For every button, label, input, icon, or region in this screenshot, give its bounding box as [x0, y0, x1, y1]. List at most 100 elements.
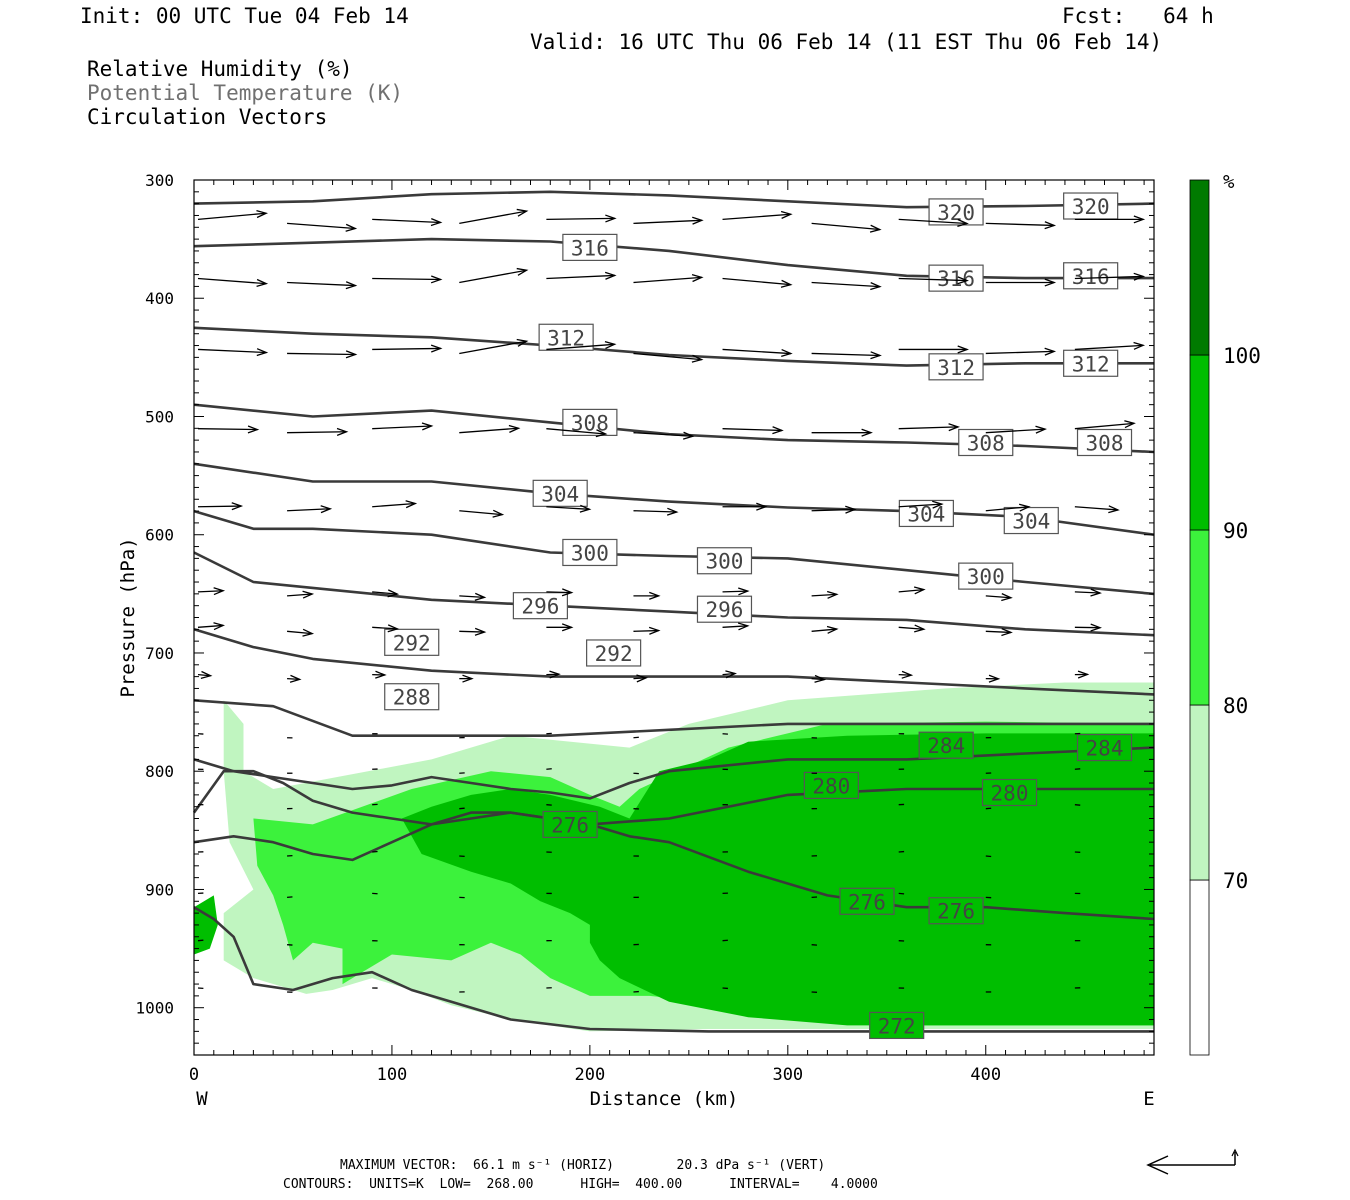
vector-shaft [722, 590, 748, 593]
vector-head [387, 624, 400, 633]
vector-head [579, 504, 592, 513]
vector-shaft [459, 595, 485, 599]
field-rh-label: Relative Humidity (%) [87, 57, 353, 81]
vector-head [861, 428, 873, 437]
theta-label-276: 276 [937, 900, 975, 924]
circulation-vector [372, 218, 443, 227]
theta-contour-288 [193, 699, 1154, 738]
x-tick-label: 200 [575, 1065, 606, 1085]
theta-label-box [928, 897, 984, 925]
vector-head [826, 590, 839, 599]
vector-head [869, 224, 882, 233]
vector-head [605, 214, 617, 223]
theta-contour-272 [193, 906, 1154, 1033]
vector-head [1001, 593, 1013, 602]
circulation-vector [985, 593, 1013, 602]
colorbar-band [1189, 529, 1210, 706]
vector-shaft [811, 508, 855, 512]
vector-shaft [197, 428, 258, 431]
vector-head [320, 505, 333, 514]
circulation-vector [287, 222, 358, 232]
vector-shaft [633, 510, 677, 513]
vector-head [1133, 341, 1146, 350]
theta-label-box [512, 592, 568, 620]
vector-shaft [197, 277, 267, 285]
circulation-vector [811, 222, 882, 233]
y-tick-label: 800 [145, 762, 174, 781]
circulation-vector [546, 428, 608, 438]
vector-head [492, 509, 505, 518]
circulation-vector [372, 422, 434, 431]
east-label: E [1143, 1088, 1154, 1110]
vector-shaft [1074, 591, 1101, 594]
vector-shaft [546, 506, 590, 510]
vector-shaft [287, 281, 356, 287]
circulation-vector [197, 622, 226, 631]
circulation-vector [898, 624, 926, 633]
vector-head [302, 590, 315, 599]
theta-label-316: 316 [937, 267, 975, 291]
theta-label-box [803, 771, 859, 800]
west-label: W [196, 1088, 208, 1110]
theta-label-292: 292 [393, 631, 431, 655]
vector-head [756, 502, 768, 511]
circulation-vector [287, 350, 358, 359]
vector-shaft [722, 625, 748, 628]
vector-head [405, 500, 418, 509]
rh-shading-layer [194, 682, 1154, 1055]
vector-head [691, 354, 704, 363]
circulation-vector [633, 591, 661, 600]
vector-shaft [811, 593, 837, 597]
vector-shaft [197, 505, 242, 508]
circulation-vector [811, 625, 839, 634]
vector-head [1090, 588, 1102, 597]
vector-shaft [811, 677, 825, 681]
theta-label-box [562, 538, 618, 567]
theta-label-box [918, 731, 974, 759]
vector-head [870, 282, 882, 291]
theta-label-312: 312 [547, 326, 585, 350]
vector-head [772, 426, 784, 435]
vector-head [1124, 420, 1136, 429]
axes-layer: 300 400 500 600 700 800 900 1000 0 100 200 300 400 W E… [117, 171, 1155, 1110]
vector-shaft [898, 626, 924, 630]
colorbar-band [1189, 879, 1210, 1056]
circulation-vector [372, 624, 400, 633]
vector-head [387, 589, 400, 598]
circulation-vector [985, 278, 1057, 287]
vector-shaft [287, 508, 331, 512]
circulation-vector [1074, 588, 1102, 597]
vector-head [256, 210, 269, 219]
circulation-vector [811, 590, 839, 599]
theta-label-320: 320 [1072, 195, 1110, 219]
theta-label-box [542, 810, 598, 839]
theta-label-box [1063, 262, 1119, 290]
vector-shaft [898, 588, 924, 593]
field-vectors-label: Circulation Vectors [87, 105, 328, 129]
circulation-vector [1074, 272, 1146, 281]
vector-head [725, 670, 737, 679]
vector-shaft [898, 503, 942, 508]
vector-head [1090, 623, 1102, 632]
theta-contour-320 [193, 190, 1155, 209]
theta-label-box [869, 1011, 925, 1040]
y-tick-label: 400 [145, 289, 174, 308]
theta-label-284: 284 [1086, 737, 1124, 761]
vector-head [870, 351, 882, 360]
theta-label-box [928, 353, 984, 381]
vector-shaft [722, 213, 791, 221]
theta-label-272: 272 [878, 1014, 916, 1038]
circulation-vector [985, 347, 1057, 356]
vector-head [648, 626, 661, 635]
vector-head [375, 670, 387, 679]
circulation-vector [811, 281, 882, 291]
vector-shaft [372, 218, 441, 224]
vector-head [430, 344, 443, 353]
circulation-vector [722, 348, 793, 358]
x-axis-title: Distance (km) [590, 1088, 739, 1110]
vector-head [430, 275, 443, 284]
valid-time: Valid: 16 UTC Thu 06 Feb 14 (11 EST Thu … [530, 30, 1163, 54]
vector-shaft [985, 595, 1011, 599]
colorbar-band [1189, 354, 1210, 531]
